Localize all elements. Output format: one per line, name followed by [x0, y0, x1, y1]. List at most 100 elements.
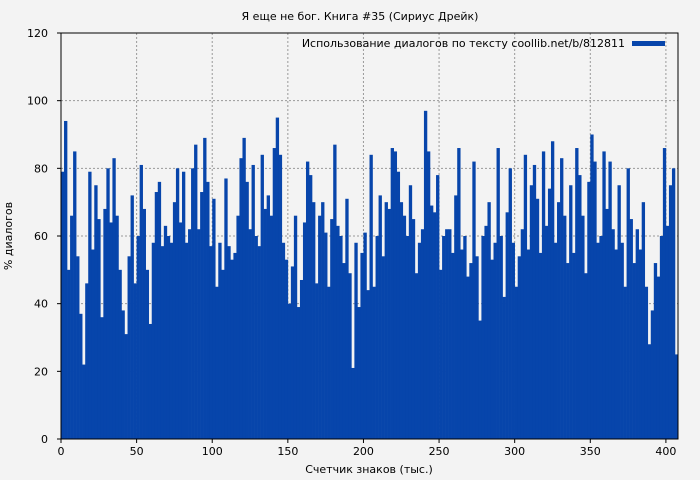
bar	[550, 141, 555, 439]
bar	[157, 181, 162, 439]
bar	[523, 154, 528, 440]
bar	[200, 192, 204, 439]
bar	[281, 242, 286, 439]
bar	[115, 215, 119, 439]
x-tick-label: 400	[655, 445, 676, 458]
bar	[442, 236, 446, 439]
bar	[321, 202, 325, 439]
bar	[469, 263, 473, 439]
bar	[61, 171, 65, 439]
bar	[206, 181, 210, 439]
bar	[620, 242, 624, 439]
bar	[466, 276, 470, 439]
bar	[209, 246, 213, 439]
bar	[293, 215, 298, 439]
bar	[659, 236, 664, 439]
bar	[375, 236, 379, 439]
bar	[272, 148, 277, 440]
bar	[242, 137, 246, 439]
bar	[106, 168, 110, 440]
bar	[439, 269, 443, 439]
bar	[163, 225, 168, 439]
bar	[378, 195, 382, 439]
bar	[245, 181, 249, 439]
bar	[357, 307, 361, 439]
bar	[381, 256, 385, 439]
bar	[339, 236, 343, 439]
y-tick-label: 0	[41, 433, 48, 446]
bar	[644, 286, 649, 439]
y-tick-label: 120	[27, 27, 48, 40]
bar	[366, 290, 370, 439]
plot-frame	[60, 32, 679, 440]
bar	[287, 303, 292, 439]
bar	[611, 229, 615, 439]
bar	[526, 249, 531, 439]
bar	[203, 137, 207, 439]
x-tick-label: 50	[130, 445, 144, 458]
bar	[351, 367, 355, 439]
bar	[363, 232, 367, 439]
bar	[305, 161, 310, 440]
bar	[423, 110, 428, 440]
bar	[493, 242, 497, 439]
bar	[429, 205, 434, 439]
bar	[70, 215, 74, 439]
bar	[390, 148, 394, 440]
bar	[596, 242, 600, 439]
bar	[342, 263, 346, 439]
bar	[445, 229, 449, 439]
bar	[532, 164, 537, 439]
bar	[420, 229, 425, 439]
bar	[668, 185, 673, 439]
bar	[212, 198, 216, 439]
bar	[248, 229, 252, 439]
bar	[460, 249, 464, 439]
bar	[284, 259, 289, 439]
bar	[408, 185, 413, 439]
bar	[396, 171, 401, 439]
bar	[318, 215, 322, 439]
y-tick-label: 100	[27, 95, 48, 108]
bar	[517, 256, 522, 439]
bar	[553, 242, 558, 439]
bar	[133, 283, 137, 439]
bar	[569, 185, 573, 439]
bar	[309, 175, 313, 439]
bar	[590, 134, 594, 439]
y-tick-label: 60	[34, 230, 48, 243]
bar	[302, 222, 307, 439]
bar	[251, 164, 255, 439]
bar	[505, 212, 509, 439]
bar	[369, 154, 373, 440]
bar	[269, 215, 274, 439]
bar	[151, 242, 156, 439]
bar	[188, 229, 192, 439]
bar	[593, 161, 597, 440]
bar	[626, 168, 630, 440]
bar	[266, 195, 270, 439]
legend: Использование диалогов по тексту coollib…	[302, 37, 665, 50]
x-tick-label: 150	[277, 445, 298, 458]
bar	[94, 185, 98, 439]
bar	[257, 246, 261, 439]
bar	[475, 256, 479, 439]
bar	[109, 222, 113, 439]
bar	[372, 286, 376, 439]
bar	[635, 229, 639, 439]
x-axis-label: Счетчик знаков (тыс.)	[305, 463, 433, 476]
bar	[354, 242, 358, 439]
bar	[145, 269, 150, 439]
x-tick-label: 250	[429, 445, 450, 458]
bar	[647, 344, 652, 439]
legend-label: Использование диалогов по тексту coollib…	[302, 37, 625, 50]
bar	[411, 219, 416, 439]
bar	[139, 164, 143, 439]
bar	[79, 313, 83, 439]
bar	[602, 151, 606, 439]
bar	[148, 323, 153, 439]
bar	[172, 202, 177, 439]
bar	[484, 225, 488, 439]
legend-swatch	[632, 41, 665, 46]
bar	[227, 246, 231, 439]
